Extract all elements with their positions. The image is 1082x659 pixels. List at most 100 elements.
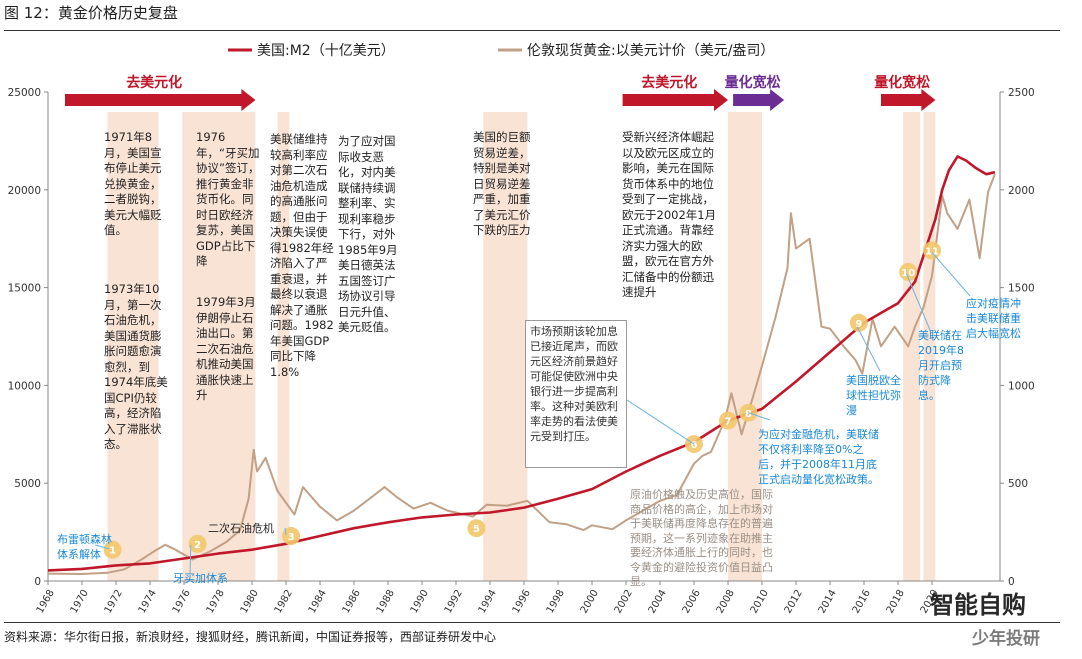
figure-title: 图 12：黄金价格历史复盘: [4, 4, 178, 22]
annotation-1985: 为了应对国际收支恶化，对内美联储持续调整利率、实现利率稳步下行，对外1985年9…: [338, 134, 398, 334]
event-marker-label: 10: [901, 268, 915, 279]
x-tick-label: 2014: [817, 588, 839, 616]
pointer-line-1: [189, 544, 192, 575]
legend-m2-label: 美国:M2（十亿美元）: [257, 43, 395, 59]
x-tick-label: 2012: [783, 588, 805, 616]
x-tick-label: 1994: [477, 588, 499, 616]
event-marker: [467, 519, 486, 538]
legend-gold-label: 伦敦现货黄金:以美元计价（美元/盎司）: [527, 42, 774, 59]
y-left-tick-label: 25000: [8, 87, 41, 99]
pointer-line-0: [94, 544, 110, 550]
y-right-tick-label: 0: [1008, 576, 1015, 588]
y-left-tick-label: 10000: [8, 380, 41, 392]
annotation-1990s: 美国的巨额贸易逆差，特别是美对日贸易逆差严重，加重了美元汇价下跌的压力: [473, 130, 531, 237]
y-left-tick-label: 15000: [8, 283, 41, 295]
pointer-line-3: [748, 412, 771, 421]
y-right-tick-label: 2000: [1008, 185, 1035, 197]
annotation-1976: 1976年，“牙买加协议”签订，推行黄金非货币化。同时日欧经济复苏，美国GDP占…: [196, 130, 260, 268]
event-marker: [282, 527, 301, 546]
y-right-tick-label: 1000: [1008, 380, 1035, 392]
arrow-0: [65, 89, 256, 111]
x-tick-label: 1972: [103, 588, 125, 616]
shaded-period-6: [923, 112, 936, 581]
event-marker-label: 6: [691, 440, 698, 451]
arrow-3: [881, 89, 936, 111]
watermark-logo: 智能自购: [930, 591, 1026, 619]
event-marker-label: 5: [473, 524, 480, 535]
annotation-1973: 1973年10月，第一次石油危机，美国通货膨胀问题愈演愈烈，到1974年底美国C…: [104, 282, 168, 451]
label-2008-qe: 为应对金融危机，美联储不仅将利率降至0%之后，并于2008年11月底正式启动量化…: [758, 428, 879, 486]
event-marker-label: 8: [745, 409, 752, 420]
annotation-2002: 受新兴经济体崛起以及欧元区成立的影响，美元在国际货币体系中的地位受到了一定挑战，…: [622, 130, 717, 299]
y-right-tick-label: 500: [1008, 478, 1028, 490]
label-2019-cut: 美联储在2019年8月开启预防式降息。: [918, 329, 964, 402]
x-tick-label: 2002: [613, 588, 635, 616]
bottom-rule: [4, 622, 1060, 623]
x-tick-label: 1996: [511, 588, 533, 616]
watermark-sub: 少年投研: [972, 629, 1040, 649]
y-right-tick-label: 2500: [1008, 87, 1035, 99]
annotation-box-2006: 市场预期该轮加息已接近尾声，而欧元区经济前景趋好可能促使欧洲中央银行进一步提高利…: [525, 320, 627, 468]
source-note: 资料来源：华尔街日报，新浪财经，搜狐财经，腾讯新闻，中国证券报等，西部证券研发中…: [4, 630, 497, 644]
pointer-line-4: [856, 326, 881, 372]
x-tick-label: 1980: [239, 588, 261, 616]
x-tick-label: 1992: [443, 588, 465, 616]
pointer-line-2: [284, 527, 287, 536]
label-covid: 应对疫情冲击美联储重启大幅宽松: [966, 297, 1021, 340]
x-tick-label: 2008: [715, 588, 737, 616]
x-tick-label: 1974: [137, 588, 159, 616]
annotation-1982: 美联储维持较高利率应对第二次石油危机造成的高通胀问题，但由于决策失误使得1982…: [270, 132, 334, 379]
arrow-label-3: 量化宽松: [874, 74, 930, 91]
event-marker-label: 2: [194, 540, 201, 551]
series-m2-line: [47, 155, 996, 572]
x-tick-label: 2016: [851, 588, 873, 616]
y-left-tick-label: 5000: [14, 478, 41, 490]
x-tick-label: 1982: [273, 588, 295, 616]
label-bretton-woods: 布雷顿森林体系解体: [57, 533, 112, 561]
event-marker: [188, 534, 207, 553]
shaded-period-1: [182, 112, 256, 581]
y-right-tick-label: 1500: [1008, 283, 1035, 295]
event-marker: [103, 540, 122, 559]
shaded-period-5: [903, 112, 921, 581]
y-left-tick-label: 20000: [8, 185, 41, 197]
label-second-oil-crisis: 二次石油危机: [208, 522, 274, 535]
event-marker: [849, 313, 868, 332]
x-tick-label: 1978: [205, 588, 227, 616]
arrow-label-0: 去美元化: [126, 74, 182, 91]
shaded-period-2: [277, 112, 290, 581]
x-tick-label: 1970: [69, 588, 91, 616]
x-tick-label: 1986: [341, 588, 363, 616]
x-tick-label: 1984: [307, 588, 329, 616]
arrow-1: [622, 89, 728, 111]
y-left-tick-label: 0: [34, 576, 41, 588]
x-tick-label: 1998: [545, 588, 567, 616]
event-marker: [719, 411, 737, 430]
x-tick-label: 2006: [681, 588, 703, 616]
event-marker: [923, 241, 941, 260]
x-tick-label: 1988: [375, 588, 397, 616]
shaded-period-0: [107, 112, 159, 581]
x-tick-label: 2018: [885, 588, 907, 616]
label-brexit: 美国脱欧全球性担忧弥漫: [846, 374, 901, 417]
x-tick-label: 1976: [171, 588, 193, 616]
event-marker-label: 3: [288, 532, 295, 543]
label-jamaica: 牙买加体系: [173, 572, 228, 585]
pointer-line-7: [626, 399, 695, 445]
arrow-2: [733, 89, 785, 111]
arrow-label-2: 量化宽松: [725, 74, 781, 91]
annotation-1979: 1979年3月伊朗停止石油出口。第二次石油危机推动美国通胀快速上升: [196, 295, 256, 402]
pointer-line-6: [931, 252, 971, 297]
event-marker-label: 7: [725, 417, 732, 428]
event-marker-label: 1: [109, 546, 116, 557]
x-tick-label: 1990: [409, 588, 431, 616]
x-tick-label: 1968: [35, 588, 57, 616]
event-marker-label: 11: [925, 246, 939, 257]
x-tick-label: 2010: [749, 588, 771, 616]
x-tick-label: 2000: [579, 588, 601, 616]
event-marker: [899, 262, 918, 281]
title-rule: [4, 30, 1060, 31]
gold-price-chart: 0 5000 10000 15000 20000 25000 0 500 1000 1500 200…: [8, 42, 1035, 616]
annotation-2007-faded: 原油价格触及历史高位，国际商品价格的高企，加上市场对于美联储再度降息存在的普遍预…: [630, 488, 773, 588]
x-tick-label: 2004: [647, 588, 669, 616]
